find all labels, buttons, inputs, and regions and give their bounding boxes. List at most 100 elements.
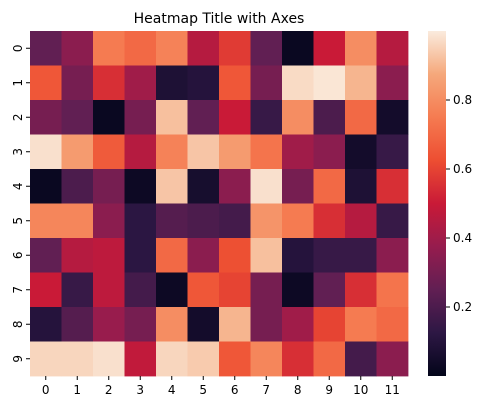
heatmap-cell [282, 203, 314, 239]
heatmap-cell [282, 65, 314, 101]
heatmap-cell [61, 307, 94, 342]
heatmap-cell [282, 134, 314, 170]
heatmap-cell [313, 134, 346, 170]
heatmap-cell [219, 31, 251, 66]
heatmap-cell [61, 100, 94, 135]
heatmap-cell [313, 31, 346, 66]
heatmap-cell [250, 341, 283, 377]
y-tick-label: 1 [11, 79, 25, 87]
colorbar-tick-label: 0.4 [453, 231, 472, 245]
heatmap-cell [250, 238, 283, 273]
heatmap-cell [187, 31, 220, 66]
colorbar [428, 31, 446, 376]
heatmap-cell [187, 341, 220, 377]
heatmap-cell [30, 272, 62, 308]
x-tick-label: 2 [105, 383, 113, 397]
heatmap-cell [156, 341, 188, 377]
heatmap-cell [345, 272, 377, 308]
x-tick-label: 5 [199, 383, 207, 397]
heatmap-cell [93, 31, 125, 66]
heatmap-cell [30, 65, 62, 101]
heatmap-cell [61, 31, 94, 66]
heatmap-cell [30, 203, 62, 239]
heatmap-cell [156, 100, 188, 135]
heatmap-cell [187, 100, 220, 135]
heatmap-cell [313, 341, 346, 377]
x-tick-label: 6 [231, 383, 239, 397]
x-tick-label: 3 [136, 383, 144, 397]
heatmap-cell [313, 307, 346, 342]
chart-title: Heatmap Title with Axes [134, 11, 305, 27]
heatmap-cell [187, 169, 220, 204]
heatmap-cell [345, 31, 377, 66]
heatmap-cell [345, 341, 377, 377]
heatmap-cell [156, 31, 188, 66]
heatmap-cell [156, 65, 188, 101]
heatmap-cell [219, 307, 251, 342]
heatmap-cell [156, 272, 188, 308]
heatmap-cell [250, 272, 283, 308]
heatmap-cell [313, 100, 346, 135]
heatmap-cell [376, 134, 409, 170]
heatmap-cell [282, 341, 314, 377]
heatmap-cell [61, 134, 94, 170]
heatmap-cell [250, 307, 283, 342]
heatmap-cell [93, 203, 125, 239]
heatmap-cell [219, 203, 251, 239]
x-tick-label: 8 [294, 383, 302, 397]
heatmap-cell [219, 341, 251, 377]
x-tick-label: 1 [73, 383, 81, 397]
heatmap-cell [345, 100, 377, 135]
heatmap-cell [345, 134, 377, 170]
x-tick-label: 11 [385, 383, 400, 397]
heatmap-cell [93, 272, 125, 308]
heatmap-cell [376, 341, 409, 377]
heatmap-cell [93, 169, 125, 204]
heatmap-cell [313, 238, 346, 273]
y-tick-label: 3 [11, 148, 25, 156]
y-tick-label: 8 [11, 320, 25, 328]
heatmap-cell [30, 169, 62, 204]
heatmap-cell [30, 31, 62, 66]
y-tick-label: 0 [11, 44, 25, 52]
heatmap-cell [93, 238, 125, 273]
heatmap-cells [30, 31, 409, 377]
heatmap-cell [250, 203, 283, 239]
heatmap-cell [345, 203, 377, 239]
heatmap-cell [376, 272, 409, 308]
heatmap-cell [313, 203, 346, 239]
heatmap-cell [124, 134, 157, 170]
heatmap-cell [313, 169, 346, 204]
heatmap-cell [345, 169, 377, 204]
heatmap-cell [376, 100, 409, 135]
heatmap-cell [30, 100, 62, 135]
heatmap-cell [30, 134, 62, 170]
heatmap-cell [156, 307, 188, 342]
heatmap-cell [219, 272, 251, 308]
heatmap-cell [250, 65, 283, 101]
heatmap-cell [124, 31, 157, 66]
heatmap-cell [61, 203, 94, 239]
heatmap-cell [187, 272, 220, 308]
heatmap-cell [282, 169, 314, 204]
heatmap-cell [124, 203, 157, 239]
heatmap-cell [187, 65, 220, 101]
heatmap-cell [345, 238, 377, 273]
heatmap-cell [282, 238, 314, 273]
heatmap-cell [93, 341, 125, 377]
heatmap-cell [124, 307, 157, 342]
heatmap-cell [282, 31, 314, 66]
heatmap-cell [156, 238, 188, 273]
y-tick-label: 7 [11, 286, 25, 294]
heatmap-cell [187, 134, 220, 170]
heatmap-cell [187, 238, 220, 273]
heatmap-cell [156, 169, 188, 204]
heatmap-cell [124, 169, 157, 204]
heatmap-cell [219, 100, 251, 135]
colorbar-tick-label: 0.8 [453, 93, 472, 107]
heatmap-cell [93, 307, 125, 342]
heatmap-cell [376, 307, 409, 342]
y-axis-ticks: 0 1 2 3 4 5 6 7 8 9 [11, 44, 30, 363]
heatmap-cell [250, 100, 283, 135]
